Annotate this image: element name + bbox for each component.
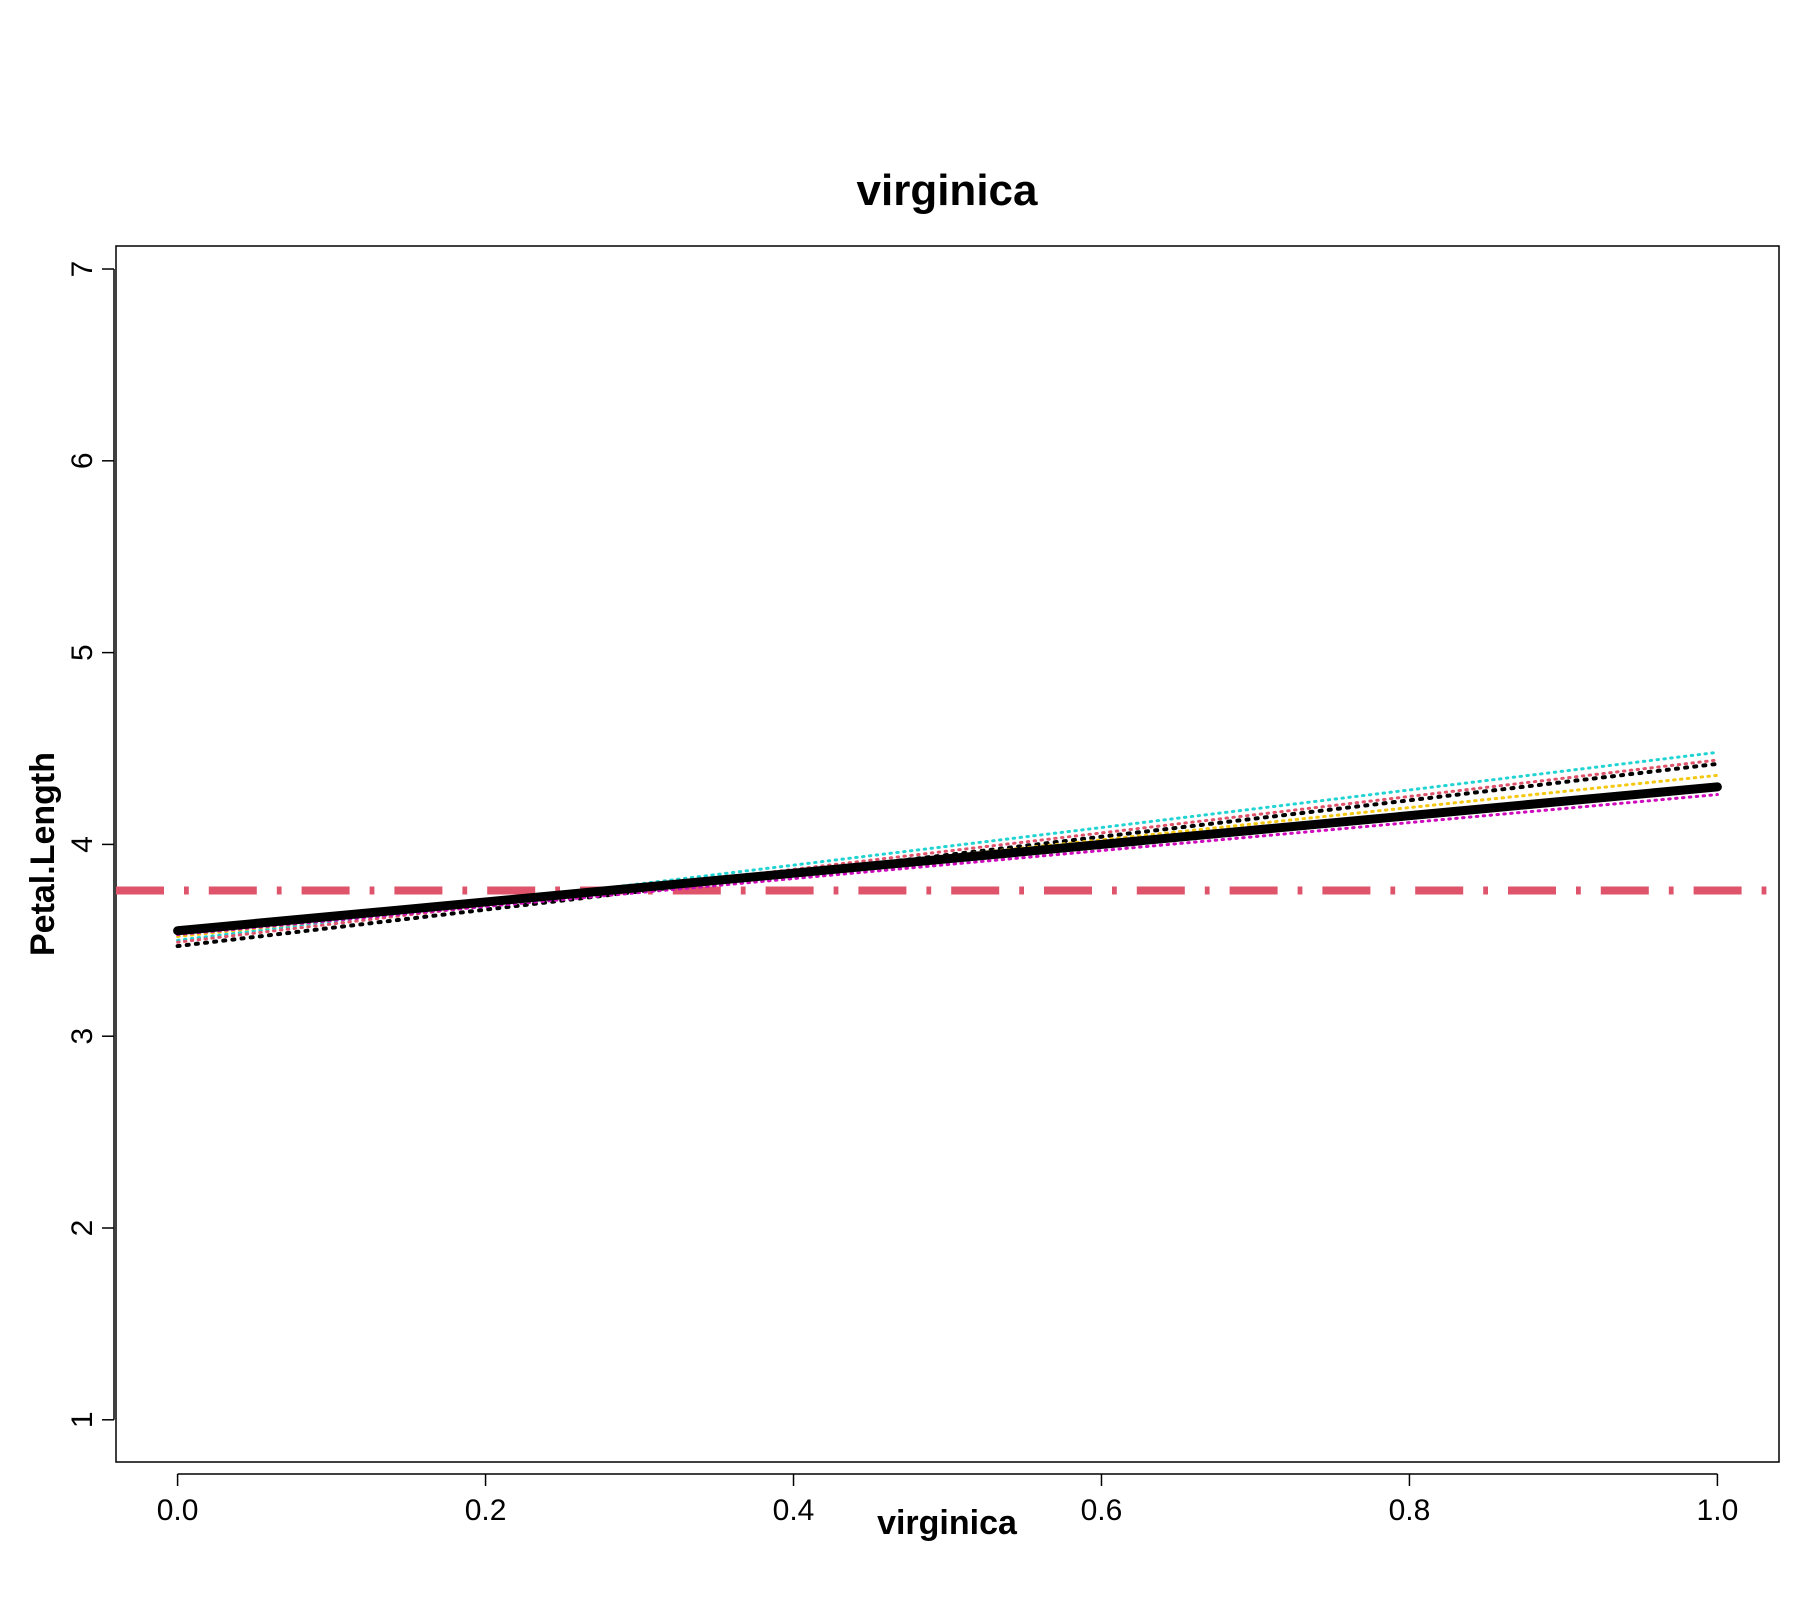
series-layer [116, 750, 1779, 949]
y-tick-label: 1 [66, 1411, 99, 1428]
y-axis: 1 2 3 4 5 6 7 [66, 261, 115, 1428]
y-tick-label: 4 [66, 836, 99, 853]
x-tick-label: 1.0 [1697, 1494, 1739, 1527]
series-line-1 [176, 750, 1719, 942]
x-tick-label: 0.6 [1081, 1494, 1123, 1527]
series-line-2 [176, 758, 1719, 944]
x-tick-label: 0.8 [1389, 1494, 1431, 1527]
x-tick-label: 0.4 [773, 1494, 815, 1527]
y-tick-label: 5 [66, 644, 99, 661]
y-axis-title: Petal.Length [24, 752, 62, 956]
plot-frame [115, 245, 1780, 1463]
y-tick-label: 2 [66, 1220, 99, 1237]
fitted-line [173, 782, 1722, 936]
x-axis: 0.0 0.2 0.4 0.6 0.8 1.0 [157, 1473, 1739, 1527]
x-tick-label: 0.0 [157, 1494, 199, 1527]
chart-title: virginica [857, 166, 1038, 215]
y-tick-label: 6 [66, 452, 99, 469]
y-tick-label: 3 [66, 1028, 99, 1045]
y-tick-label: 7 [66, 261, 99, 278]
x-axis-title: virginica [877, 1504, 1018, 1542]
x-tick-label: 0.2 [465, 1494, 507, 1527]
